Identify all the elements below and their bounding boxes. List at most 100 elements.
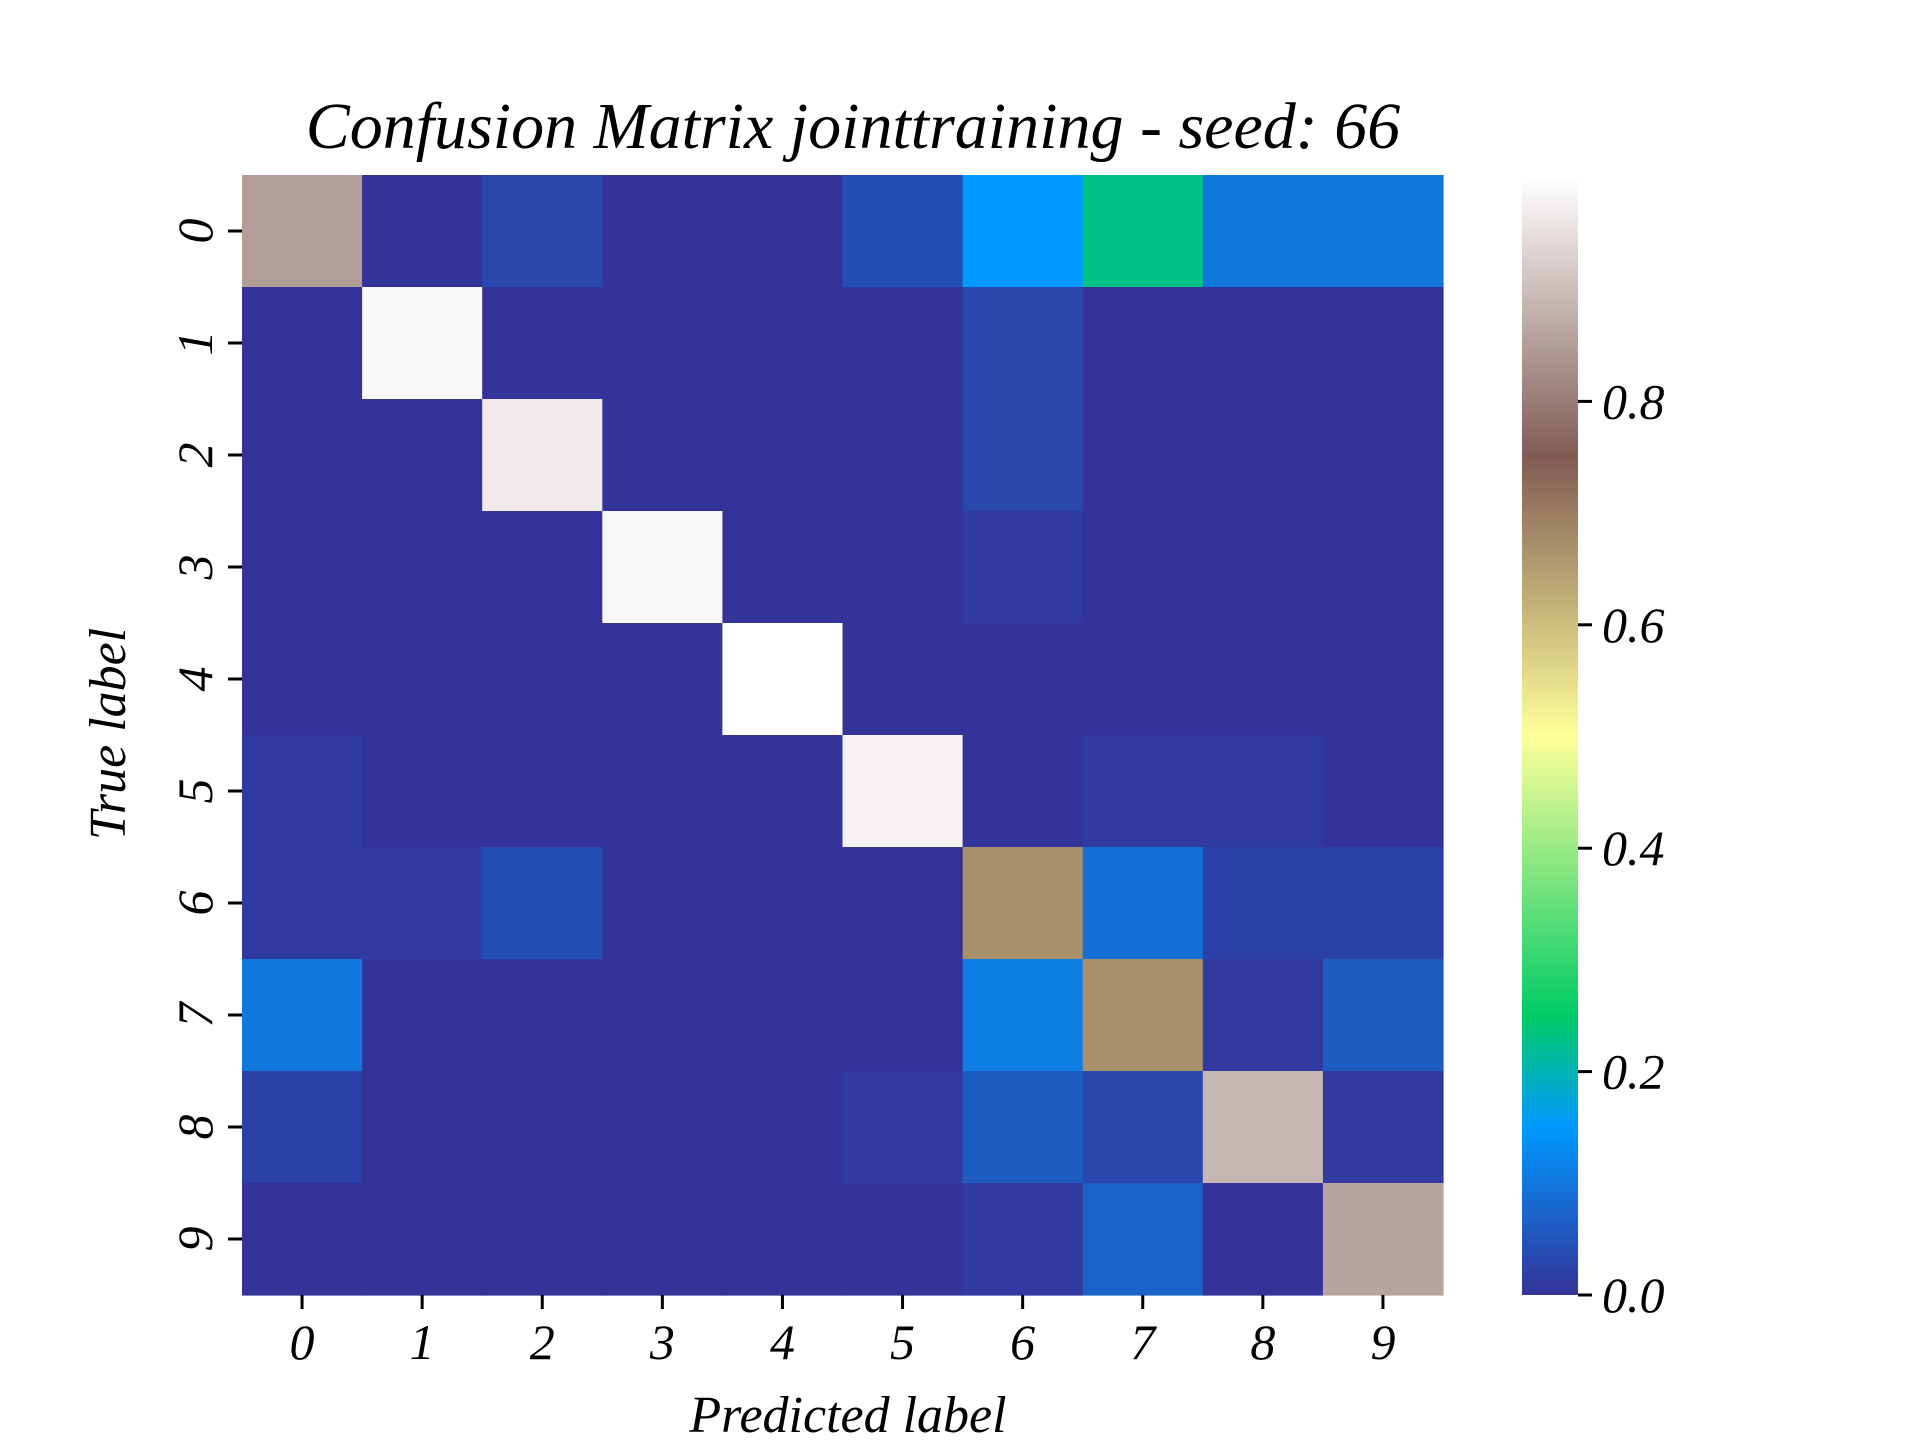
heatmap-cell-1-7 xyxy=(1082,287,1204,400)
heatmap-cell-0-2 xyxy=(482,175,603,288)
heatmap-cell-8-5 xyxy=(842,1071,964,1184)
heatmap-cell-5-2 xyxy=(482,735,603,848)
colorbar-tick-label: 0.0 xyxy=(1602,1267,1665,1323)
heatmap-cell-7-2 xyxy=(482,959,603,1072)
heatmap-cell-2-6 xyxy=(962,399,1084,512)
y-axis-ticks: 0 1 2 3 4 5 6 7 8 9 xyxy=(167,219,242,1252)
y-tick-label: 2 xyxy=(167,443,223,468)
colorbar-tick-label: 0.2 xyxy=(1602,1044,1665,1100)
colorbar-tick-label: 0.6 xyxy=(1602,597,1665,653)
heatmap-cell-5-1 xyxy=(362,735,483,848)
heatmap-cell-9-2 xyxy=(482,1183,603,1296)
heatmap-cell-0-5 xyxy=(842,175,964,288)
heatmap-cell-5-5 xyxy=(842,735,964,848)
heatmap-cell-9-0 xyxy=(242,1183,363,1296)
heatmap-cell-9-9 xyxy=(1322,1183,1444,1296)
heatmap-cell-1-1 xyxy=(362,287,483,400)
x-tick-label: 8 xyxy=(1250,1314,1275,1370)
heatmap-cell-2-0 xyxy=(242,399,363,512)
heatmap-cell-6-7 xyxy=(1082,847,1204,960)
heatmap-cell-7-5 xyxy=(842,959,964,1072)
x-axis-ticks: 0 1 2 3 4 5 6 7 8 9 xyxy=(290,1295,1395,1370)
heatmap-cell-2-5 xyxy=(842,399,964,512)
heatmap-cell-0-8 xyxy=(1202,175,1324,288)
heatmap-cell-8-9 xyxy=(1322,1071,1444,1184)
heatmap-cell-1-9 xyxy=(1322,287,1444,400)
heatmap-cell-3-4 xyxy=(722,511,844,624)
heatmap-cell-8-4 xyxy=(722,1071,844,1184)
heatmap-cell-6-5 xyxy=(842,847,964,960)
heatmap-cell-4-9 xyxy=(1322,623,1444,736)
x-tick-label: 0 xyxy=(290,1314,315,1370)
heatmap-cell-3-2 xyxy=(482,511,603,624)
heatmap-cell-4-5 xyxy=(842,623,964,736)
heatmap-cell-7-9 xyxy=(1322,959,1444,1072)
heatmap-cell-0-7 xyxy=(1082,175,1204,288)
heatmap-cell-9-3 xyxy=(602,1183,723,1296)
heatmap-cell-3-8 xyxy=(1202,511,1324,624)
x-tick-label: 6 xyxy=(1010,1314,1035,1370)
heatmap-cell-9-8 xyxy=(1202,1183,1324,1296)
heatmap-cell-3-3 xyxy=(602,511,723,624)
colorbar xyxy=(1522,178,1578,1295)
heatmap-cell-3-7 xyxy=(1082,511,1204,624)
heatmap-cell-7-6 xyxy=(962,959,1084,1072)
heatmap-cell-4-8 xyxy=(1202,623,1324,736)
heatmap-cell-8-8 xyxy=(1202,1071,1324,1184)
heatmap-cell-4-6 xyxy=(962,623,1084,736)
heatmap-cell-3-6 xyxy=(962,511,1084,624)
heatmap-cell-2-7 xyxy=(1082,399,1204,512)
heatmap-cell-8-6 xyxy=(962,1071,1084,1184)
colorbar-tick-label: 0.4 xyxy=(1602,820,1665,876)
heatmap-cell-2-4 xyxy=(722,399,844,512)
y-tick-label: 6 xyxy=(167,891,223,916)
heatmap-cell-1-8 xyxy=(1202,287,1324,400)
heatmap-cell-0-6 xyxy=(962,175,1084,288)
y-tick-label: 3 xyxy=(167,555,223,581)
y-tick-label: 1 xyxy=(167,331,223,356)
heatmap-cell-6-4 xyxy=(722,847,844,960)
y-axis-label: True label xyxy=(80,628,137,840)
heatmap-cell-8-3 xyxy=(602,1071,723,1184)
colorbar-ticks: 0.0 0.2 0.4 0.6 0.8 xyxy=(1578,373,1665,1323)
heatmap-cell-1-3 xyxy=(602,287,723,400)
x-tick-label: 7 xyxy=(1130,1314,1157,1370)
heatmap-cell-4-0 xyxy=(242,623,363,736)
heatmap-cell-1-5 xyxy=(842,287,964,400)
heatmap-cell-2-2 xyxy=(482,399,603,512)
y-tick-label: 9 xyxy=(167,1227,223,1252)
heatmap-cell-7-7 xyxy=(1082,959,1204,1072)
y-tick-label: 5 xyxy=(167,779,223,804)
y-tick-label: 8 xyxy=(167,1115,223,1140)
x-axis-label: Predicted label xyxy=(688,1387,1006,1440)
heatmap-cell-6-0 xyxy=(242,847,363,960)
heatmap-cell-8-0 xyxy=(242,1071,363,1184)
heatmap-cell-3-1 xyxy=(362,511,483,624)
heatmap-cell-4-4 xyxy=(722,623,844,736)
x-tick-label: 9 xyxy=(1370,1314,1395,1370)
y-tick-label: 4 xyxy=(167,667,223,692)
heatmap-cell-2-9 xyxy=(1322,399,1444,512)
heatmap-cell-3-9 xyxy=(1322,511,1444,624)
heatmap-cell-1-6 xyxy=(962,287,1084,400)
heatmap-cell-8-1 xyxy=(362,1071,483,1184)
heatmap-cell-4-2 xyxy=(482,623,603,736)
heatmap-cell-6-3 xyxy=(602,847,723,960)
heatmap-cell-4-7 xyxy=(1082,623,1204,736)
heatmap-cell-0-9 xyxy=(1322,175,1444,288)
heatmap-cell-3-0 xyxy=(242,511,363,624)
heatmap-cell-5-8 xyxy=(1202,735,1324,848)
heatmap-cell-7-4 xyxy=(722,959,844,1072)
heatmap-cell-2-8 xyxy=(1202,399,1324,512)
heatmap-cell-2-1 xyxy=(362,399,483,512)
heatmap-cell-7-8 xyxy=(1202,959,1324,1072)
x-tick-label: 5 xyxy=(890,1314,915,1370)
heatmap-cell-6-2 xyxy=(482,847,603,960)
x-tick-label: 4 xyxy=(770,1314,795,1370)
heatmap-cell-8-2 xyxy=(482,1071,603,1184)
heatmap-cell-0-4 xyxy=(722,175,844,288)
heatmap-cell-5-4 xyxy=(722,735,844,848)
heatmap-cell-2-3 xyxy=(602,399,723,512)
chart-title: Confusion Matrix jointtraining - seed: 6… xyxy=(306,90,1400,163)
